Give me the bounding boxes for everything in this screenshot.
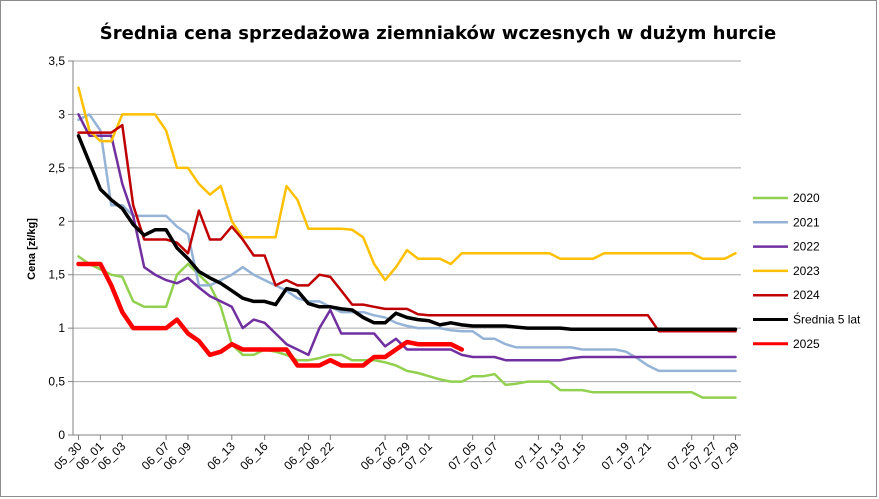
series-line-6 [76,261,465,368]
y-tick-label: 1 [58,321,65,335]
legend-label-3: 2023 [793,264,820,278]
series-line-0 [77,255,737,399]
legend: 2020 2021 2022 2023 2024 Średnia 5 lat 2025 [753,191,861,351]
series-lines [76,86,738,399]
series-line-3 [77,86,737,282]
series-line-2 [77,113,737,362]
y-tick-label: 1,5 [48,268,65,282]
series-line-1 [77,113,737,373]
legend-label-0: 2020 [793,191,820,205]
y-axis-label: Cena [zł/kg] [26,218,38,280]
y-tick-label: 2 [58,214,65,228]
y-tick-label: 2,5 [48,161,65,175]
y-tick-label: 3 [58,107,65,121]
series-line-4 [77,123,737,333]
y-tick-label: 0 [58,428,65,442]
chart-title: Średnia cena sprzedażowa ziemniaków wcze… [100,22,776,44]
y-tick-label: 3,5 [48,54,65,68]
legend-label-5: Średnia 5 lat [793,312,861,327]
y-axis-ticks: 0 0,5 1 1,5 2 2,5 3 3,5 [48,54,73,442]
y-tick-label: 0,5 [48,375,65,389]
axes [72,61,741,436]
legend-label-1: 2021 [793,215,820,229]
legend-label-4: 2024 [793,288,820,302]
series-line-5 [76,134,738,331]
x-tick-label: 06_13 [204,439,238,473]
x-tick-label: 06_16 [237,439,271,473]
legend-label-2: 2022 [793,240,820,254]
legend-label-6: 2025 [793,337,820,351]
